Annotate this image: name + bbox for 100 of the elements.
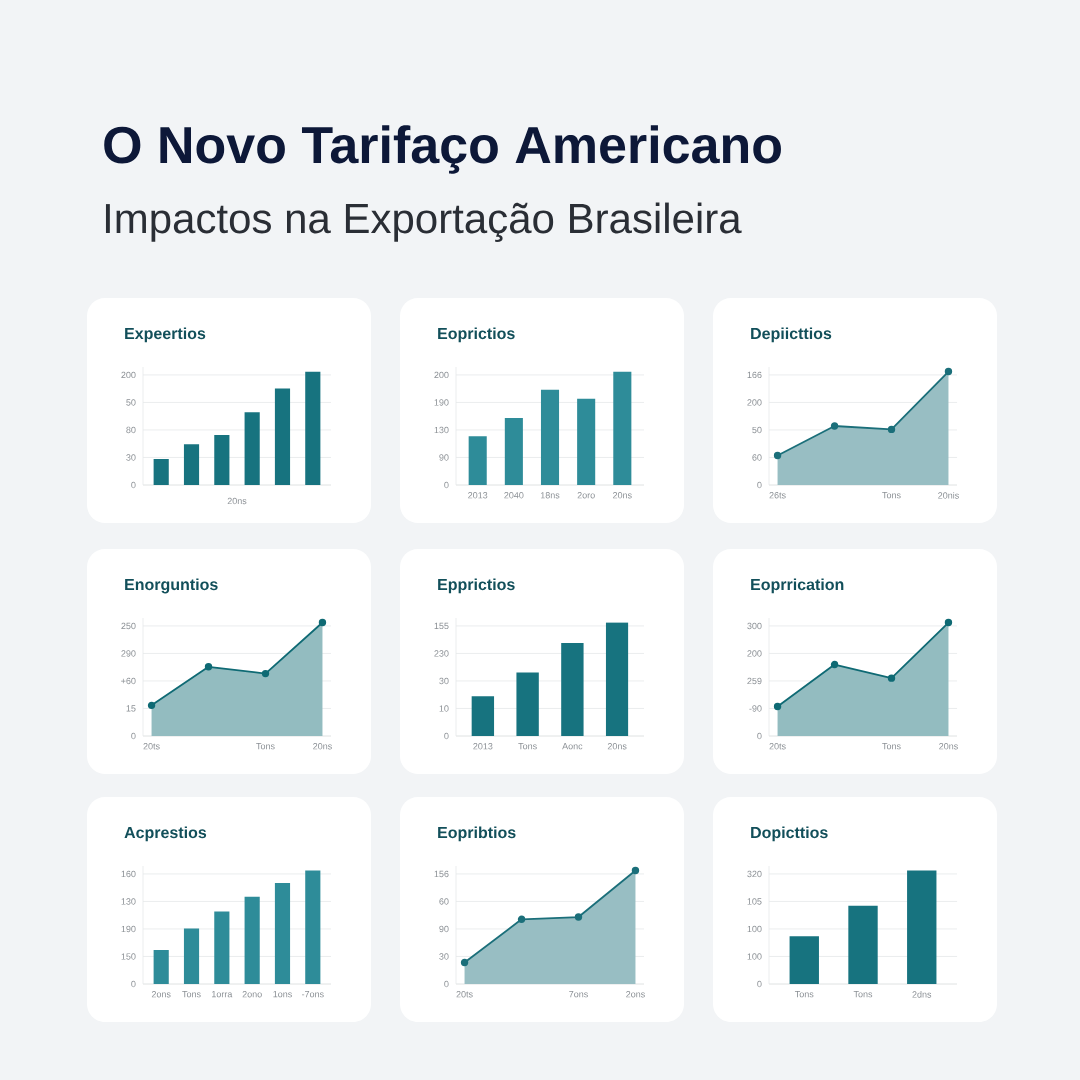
text: 130 [434,426,449,434]
point [830,660,839,669]
x-tick-label: Tons [853,991,873,998]
text: 250 [121,622,136,630]
bar [540,389,560,485]
text: 0 [131,732,136,740]
text: 0 [444,732,449,740]
chart-title: Eoprictios [438,327,515,343]
x-tick-label: 1orra [212,991,233,998]
text: 0 [131,481,136,489]
point [318,618,327,627]
text: 100 [747,953,762,960]
text: 230 [434,650,449,657]
point [574,913,583,921]
point [773,451,782,460]
text: Impactos na Exportação Brasileira [105,202,742,242]
x-tick-label: 20nis [938,492,959,499]
x-tick-label: Tons [794,991,814,998]
text: O Novo Tarifaço Americano [104,125,781,174]
bar [504,418,523,485]
chart-title: Eopribtios [438,826,516,842]
text: 30 [439,953,449,960]
point [460,958,469,967]
text: 130 [121,898,136,905]
bar [516,672,539,736]
bar [244,412,260,485]
text: 0 [444,980,449,988]
bar [244,896,260,984]
text: 0 [757,732,762,740]
x-tick-label: Tons [518,743,537,750]
x-tick-label: Tons [256,743,275,750]
point [887,425,896,434]
x-tick-label: 2ons [626,991,645,998]
bar [577,398,596,485]
text: 259 [747,677,762,685]
point [147,701,156,710]
x-tick-label: 18ns [540,492,560,499]
x-tick-label: 2ono [242,991,262,998]
x-tick-label: 20ts [456,991,473,998]
x-tick-label: 1ons [273,991,292,998]
text: 90 [439,454,449,461]
bar [305,870,321,984]
text: 60 [752,454,762,461]
x-tick-label: 2ons [151,991,171,998]
text: 320 [747,870,762,878]
text: 156 [434,870,449,878]
point [204,663,213,671]
text: -90 [749,705,762,712]
chart-title: Dopicttios [751,826,828,842]
text: 100 [747,925,762,933]
text: 160 [121,870,136,878]
text: 90 [439,925,449,933]
chart-title: Epprictios [438,578,515,594]
text: 15 [126,705,136,712]
x-tick-label: 20ns [939,743,958,750]
text: 150 [121,953,136,960]
bar [183,444,200,485]
x-tick-label: 20ts [769,743,786,750]
text: 166 [747,371,762,379]
text: 0 [757,980,762,988]
text: 200 [434,371,449,379]
text: 300 [747,622,762,630]
chart-title: Expeertios [125,327,206,343]
text: 0 [444,481,449,489]
text: 190 [434,399,449,406]
x-tick-label: Aonc [562,743,583,750]
chart-title: Enorguntios [125,578,218,594]
text: 155 [434,622,449,630]
x-tick-label: 20ns [607,743,627,750]
text: 80 [126,426,136,434]
point [261,669,270,678]
point [944,618,953,627]
chart-title: Eoprrication [751,578,844,594]
bar [605,622,629,736]
text: 60 [439,898,449,905]
point [517,915,526,924]
bar [274,883,291,984]
text: 50 [752,426,762,434]
x-tick-label: Tons [882,492,901,499]
x-tick-label: 2dns [912,991,932,998]
point [773,702,782,711]
text: 200 [747,399,762,406]
bar [183,928,200,984]
x-tick-label: 26ts [769,492,786,499]
bar [305,371,321,485]
text: 0 [757,481,762,489]
point [631,866,640,875]
x-tick-label: 2013 [468,492,488,499]
point [887,674,896,682]
bar [153,458,169,485]
x-tick-label: Tons [182,991,201,998]
bar [274,388,291,485]
text: 50 [126,399,136,406]
text: 30 [126,454,136,461]
x-tick-label: -7ons [301,991,324,998]
chart-title: Depiicttios [751,327,832,343]
x-tick-label: 20ts [143,743,160,750]
bar [153,949,169,984]
text: 200 [121,371,136,379]
text: 105 [747,898,762,905]
